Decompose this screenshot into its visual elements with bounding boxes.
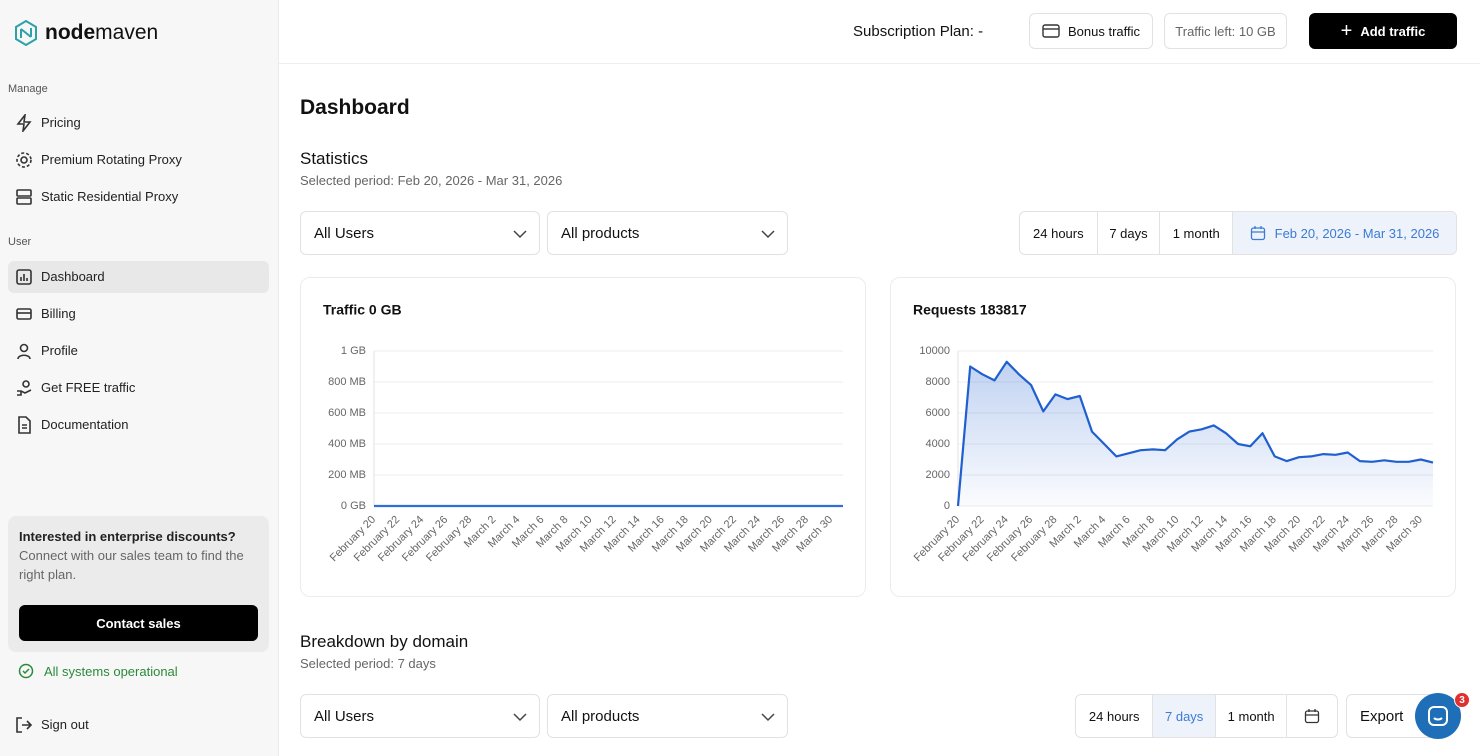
y-tick-label: 1 GB	[341, 345, 366, 357]
traffic-card: Traffic 0 GB 0 GB 200 MB 400 MB 600 MB 800 MB…	[300, 277, 866, 597]
range-button[interactable]: 1 month	[1160, 212, 1234, 254]
icon	[16, 152, 32, 168]
icon	[1250, 226, 1265, 241]
period: Selected period: Feb 20, 2026 - Mar 31, …	[300, 173, 563, 188]
icon	[17, 343, 31, 360]
chevron	[761, 230, 775, 239]
nav-item[interactable]: Pricing	[41, 115, 81, 130]
icon	[16, 717, 33, 733]
nav-item[interactable]: Static Residential Proxy	[41, 189, 179, 204]
icon	[17, 380, 32, 396]
plus: +	[1340, 19, 1353, 42]
range-group: 24 hours 7 days 1 month	[1075, 694, 1338, 738]
requests-card: Requests 183817 0 2000 4000 6000 8000 10000 Feb…	[890, 277, 1456, 597]
logo-bold: node	[45, 21, 96, 44]
date-button[interactable]: Feb 20, 2026 - Mar 31, 2026	[1233, 212, 1456, 254]
icon	[16, 308, 32, 320]
promo-title: Interested in enterprise discounts?	[19, 529, 236, 544]
section-title: User	[8, 236, 32, 248]
add-traffic[interactable]: + Add traffic	[1309, 13, 1457, 49]
chart-title: Requests 183817	[913, 302, 1027, 318]
chevron	[513, 713, 527, 722]
y-tick-label: 8000	[926, 376, 950, 388]
y-tick-label: 200 MB	[328, 469, 366, 481]
icon	[1428, 706, 1448, 726]
plan: Subscription Plan: -	[853, 23, 984, 40]
select-text: All products	[561, 707, 640, 725]
section-title: Statistics	[300, 149, 369, 168]
range-button[interactable]: 24 hours	[1020, 212, 1098, 254]
sign-out[interactable]: Sign out	[41, 717, 89, 732]
icon	[16, 269, 32, 285]
select-text: All products	[561, 224, 640, 242]
period: Selected period: 7 days	[300, 656, 436, 671]
badge: 3	[1454, 692, 1470, 708]
topbar-divider	[279, 63, 1480, 64]
y-tick-label: 2000	[926, 469, 950, 481]
nav-item[interactable]: Billing	[41, 306, 76, 321]
y-tick-label: 600 MB	[328, 407, 366, 419]
select-text: All Users	[314, 224, 375, 242]
y-tick-label: 0	[944, 500, 950, 512]
nav-item[interactable]: Documentation	[41, 417, 129, 432]
chart: Requests 1838170200040006000800010000Feb…	[912, 302, 1434, 564]
bonus-text: Bonus traffic	[1067, 23, 1141, 39]
chevron	[513, 230, 527, 239]
y-tick-label: 6000	[926, 407, 950, 419]
nav-item[interactable]: Premium Rotating Proxy	[41, 152, 182, 167]
range-button[interactable]: 24 hours	[1076, 695, 1154, 737]
nav-item[interactable]: Get FREE traffic	[41, 380, 136, 395]
y-tick-label: 0 GB	[341, 500, 366, 512]
calendar-button[interactable]	[1287, 695, 1337, 737]
promo-text: Connect with our sales team to find the …	[19, 548, 244, 582]
section-title: Breakdown by domain	[300, 632, 469, 651]
nav-item[interactable]: Profile	[41, 343, 78, 358]
y-tick-label: 10000	[919, 345, 950, 357]
add-text: Add traffic	[1360, 23, 1426, 39]
user-select[interactable]: All Users	[300, 694, 540, 738]
status-text: All systems operational	[44, 664, 178, 679]
contact-button[interactable]: Contact sales	[19, 605, 258, 641]
product-select[interactable]: All products	[547, 694, 788, 738]
nav-item[interactable]: Dashboard	[41, 269, 105, 284]
chat-button[interactable]	[1415, 693, 1461, 739]
y-tick-label: 4000	[926, 438, 950, 450]
user-select[interactable]: All Users	[300, 211, 540, 255]
icon	[16, 189, 32, 205]
logo-icon	[15, 20, 37, 46]
y-tick-label: 400 MB	[328, 438, 366, 450]
range-group: 24 hours 7 days 1 month Feb 20, 2026 - M…	[1019, 211, 1457, 255]
chart: Traffic 0 GB 0 GB 200 MB 400 MB 600 MB 800 MB…	[323, 302, 843, 564]
chevron	[761, 713, 775, 722]
icon	[18, 416, 31, 434]
traffic-left: Traffic left: 10 GB	[1164, 13, 1287, 49]
promo-box: Interested in enterprise discounts? Conn…	[8, 516, 269, 652]
icon	[16, 114, 32, 132]
icon	[1042, 24, 1060, 38]
product-select[interactable]: All products	[547, 211, 788, 255]
select-text: All Users	[314, 707, 375, 725]
line	[956, 360, 1434, 507]
chart-title: Traffic 0 GB	[323, 302, 402, 318]
range-button[interactable]: 7 days	[1098, 212, 1161, 254]
logo: nodemaven	[45, 21, 158, 45]
status-icon	[18, 663, 34, 679]
bonus-button[interactable]: Bonus traffic	[1029, 13, 1153, 49]
range-button[interactable]: 7 days	[1153, 695, 1216, 737]
date-text: Feb 20, 2026 - Mar 31, 2026	[1274, 225, 1440, 241]
y-tick-label: 800 MB	[328, 376, 366, 388]
sidebar: nodemaven Manage Pricing Premium Rotatin…	[0, 0, 279, 756]
section-title: Manage	[8, 83, 48, 95]
active-item-bg	[8, 261, 269, 293]
logo-light: maven	[95, 21, 159, 44]
range-button[interactable]: 1 month	[1216, 695, 1288, 737]
icon	[1305, 709, 1320, 724]
page-title: Dashboard	[300, 96, 410, 119]
